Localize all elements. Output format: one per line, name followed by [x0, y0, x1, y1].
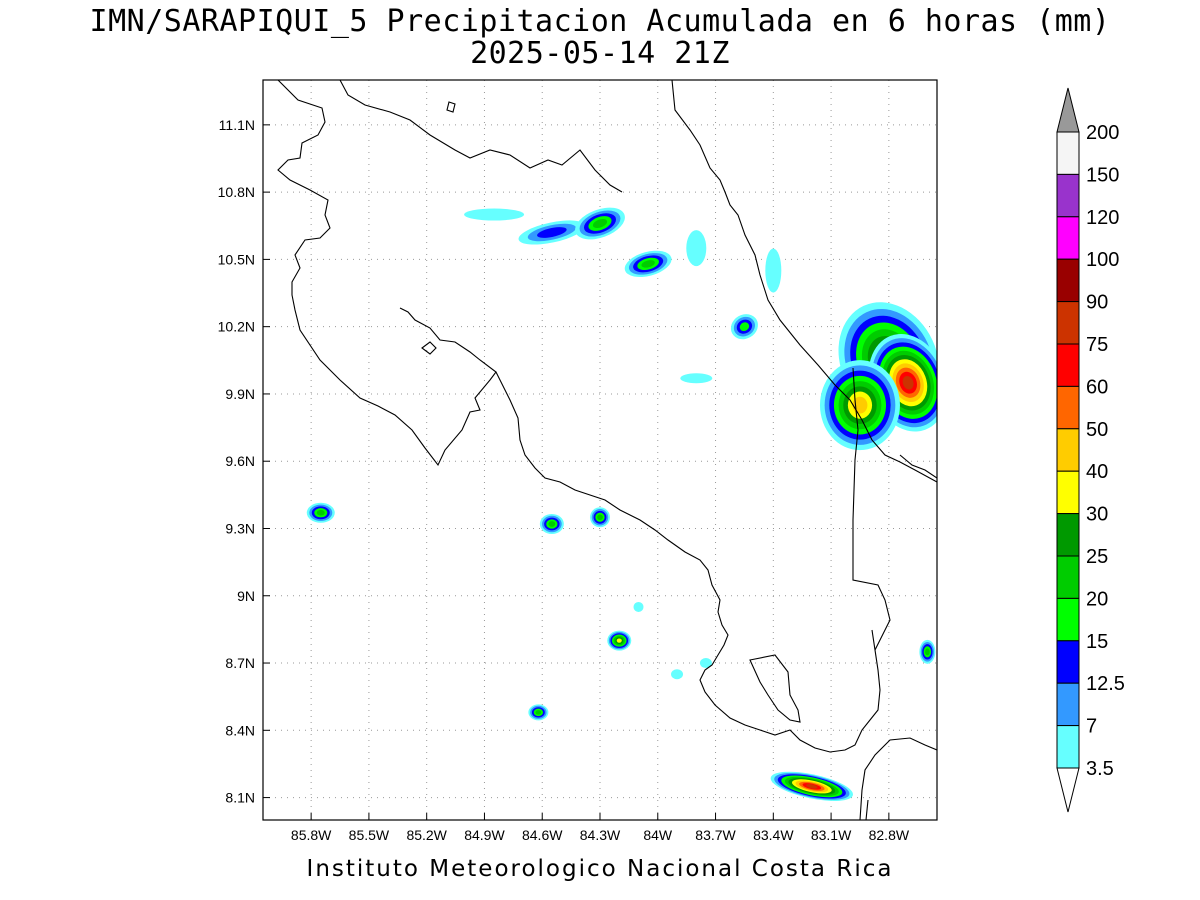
precip-cell — [306, 502, 335, 523]
colorbar-label: 90 — [1086, 292, 1108, 314]
colorbar-swatch — [1056, 385, 1080, 430]
colorbar-swatch — [1056, 428, 1080, 472]
precip-contour — [616, 638, 622, 643]
x-axis-ticks: 85.8W 85.5W 85.2W 84.9W 84.6W 84.3W 84W 83.7W 83… — [291, 813, 910, 843]
precip-layer — [306, 207, 937, 801]
precip-cell — [590, 507, 610, 528]
colorbar-label: 15 — [1086, 631, 1108, 653]
precip-streak — [699, 658, 712, 669]
y-tick-label: 9.9N — [225, 386, 255, 402]
colorbar-swatch — [1056, 216, 1080, 260]
footer-credit: Instituto Meteorologico Nacional Costa R… — [306, 856, 894, 882]
colorbar-swatch — [1056, 513, 1080, 557]
y-axis-ticks: 11.1N 10.8N 10.5N 10.2N 9.9N 9.6N 9.3N 9N 8.7N 8.… — [218, 117, 270, 806]
precip-streak — [680, 373, 713, 384]
colorbar-label: 75 — [1086, 334, 1108, 356]
colorbar-label: 30 — [1086, 504, 1108, 526]
precip-contour — [597, 514, 603, 521]
x-tick-label: 83.1W — [811, 827, 852, 843]
colorbar-label: 50 — [1086, 419, 1108, 441]
precip-cell — [607, 630, 632, 651]
colorbar-label: 40 — [1086, 461, 1108, 483]
y-tick-label: 8.4N — [225, 722, 255, 738]
precip-cell — [919, 639, 936, 664]
colorbar-label: 200 — [1086, 122, 1119, 144]
colorbar-label: 12.5 — [1086, 673, 1125, 695]
precip-streak — [671, 669, 684, 680]
colorbar-swatch — [1056, 131, 1080, 175]
precip-cell — [528, 704, 549, 721]
precip-contour — [535, 710, 542, 715]
colorbar-label: 100 — [1086, 249, 1119, 271]
x-tick-label: 83.7W — [695, 827, 736, 843]
precip-cell — [730, 314, 758, 340]
precip-contour — [739, 322, 750, 332]
precip-cell — [518, 220, 586, 245]
gridlines — [263, 80, 937, 820]
colorbar-swatch — [1056, 555, 1080, 599]
y-tick-label: 10.2N — [218, 319, 255, 335]
x-tick-label: 84.6W — [522, 827, 563, 843]
precip-contour — [316, 509, 325, 516]
colorbar-label: 150 — [1086, 164, 1119, 186]
precip-cell — [575, 207, 625, 240]
y-tick-label: 10.8N — [218, 184, 255, 200]
map-subtitle-date: 2025-05-14 21Z — [470, 36, 730, 71]
colorbar-bottom-arrow — [1056, 767, 1080, 813]
plot-frame — [262, 79, 938, 821]
y-tick-label: 8.1N — [225, 790, 255, 806]
colorbar-swatch — [1056, 301, 1080, 345]
colorbar-top-arrow — [1056, 87, 1080, 133]
precip-cell — [624, 250, 672, 278]
x-tick-label: 84.3W — [580, 827, 621, 843]
colorbar-swatch — [1056, 640, 1080, 684]
x-tick-label: 85.8W — [291, 827, 332, 843]
colorbar-swatch — [1056, 258, 1080, 303]
x-tick-label: 85.5W — [349, 827, 390, 843]
precip-contour — [641, 260, 655, 268]
x-tick-label: 85.2W — [406, 827, 447, 843]
colorbar-swatch — [1056, 173, 1080, 218]
precip-contour — [806, 784, 818, 789]
colorbar-swatch — [1056, 682, 1080, 727]
colorbar-swatch — [1056, 470, 1080, 515]
x-tick-label: 83.4W — [753, 827, 794, 843]
y-tick-label: 8.7N — [225, 655, 255, 671]
precip-contour — [925, 648, 930, 656]
precip-streak — [765, 248, 782, 293]
map-title: IMN/SARAPIQUI_5 Precipitacion Acumulada … — [89, 4, 1111, 39]
precip-contour — [902, 376, 914, 390]
x-tick-label: 82.8W — [869, 827, 910, 843]
y-tick-label: 10.5N — [218, 251, 255, 267]
y-tick-label: 9N — [237, 588, 255, 604]
precip-contour — [537, 227, 567, 238]
precip-cell — [770, 771, 853, 801]
precip-contour — [548, 521, 556, 527]
precip-streak — [686, 230, 707, 267]
colorbar-label: 7 — [1086, 716, 1097, 738]
coastlines-borders — [277, 80, 937, 820]
y-tick-label: 11.1N — [219, 117, 255, 133]
colorbar-label: 120 — [1086, 207, 1119, 229]
y-tick-label: 9.3N — [225, 520, 255, 536]
precip-streak — [633, 601, 644, 612]
x-tick-label: 84.9W — [464, 827, 505, 843]
colorbar-label: 20 — [1086, 588, 1108, 610]
colorbar-label: 60 — [1086, 376, 1108, 398]
colorbar-legend: 200 150 120 100 90 75 60 50 40 30 25 20 15 12.5 7 3.5 — [1056, 87, 1125, 813]
colorbar-swatch — [1056, 725, 1080, 769]
precip-cell — [539, 514, 564, 534]
precip-contour — [592, 218, 608, 229]
colorbar-swatch — [1056, 343, 1080, 387]
y-tick-label: 9.6N — [225, 453, 255, 469]
colorbar-swatch — [1056, 597, 1080, 642]
x-tick-label: 84W — [643, 827, 673, 843]
precip-cell — [819, 360, 900, 451]
colorbar-label: 25 — [1086, 546, 1108, 568]
colorbar-label: 3.5 — [1086, 758, 1114, 780]
precip-streak — [464, 208, 525, 221]
